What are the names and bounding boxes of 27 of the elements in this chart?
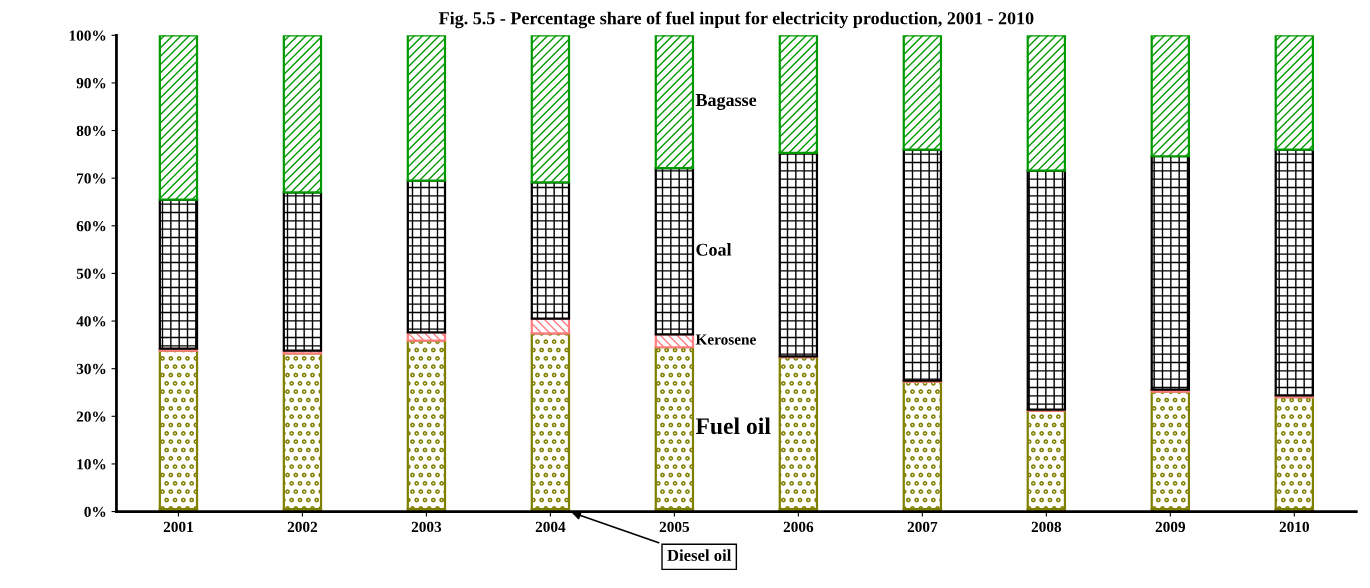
y-tick-label: 20% — [76, 411, 106, 422]
x-tick-label: 2008 — [1031, 521, 1062, 533]
series-label: Fuel oil — [695, 417, 771, 435]
chart-title: Fig. 5.5 - Percentage share of fuel input for electricity production, 2001 - 2010 — [438, 11, 1034, 29]
series-label: Coal — [696, 243, 732, 256]
text: Diesel oil — [667, 549, 732, 561]
y-tick-label: 30% — [76, 363, 106, 375]
x-tick-label: 2004 — [535, 521, 566, 533]
y-tick-label: 100% — [69, 30, 106, 41]
x-tick-label: 2003 — [411, 521, 442, 533]
x-tick-label: 2001 — [163, 521, 193, 533]
x-tick-label: 2009 — [1155, 521, 1186, 533]
y-tick-label: 50% — [76, 268, 106, 279]
y-tick-label: 0% — [84, 506, 106, 518]
series-label: Bagasse — [695, 94, 757, 110]
series-label: Kerosene — [695, 334, 756, 345]
y-tick-label: 80% — [76, 125, 106, 137]
y-tick-label: 70% — [77, 173, 106, 184]
x-tick-label: 2005 — [659, 521, 690, 533]
y-tick-label: 40% — [76, 316, 106, 327]
y-tick-label: 10% — [77, 459, 106, 470]
y-tick-label: 60% — [76, 220, 106, 232]
y-tick-label: 90% — [76, 78, 106, 89]
x-tick-label: 2002 — [287, 521, 318, 533]
x-tick-label: 2007 — [907, 521, 938, 533]
x-tick-label: 2010 — [1279, 521, 1309, 533]
x-tick-label: 2006 — [783, 521, 814, 533]
